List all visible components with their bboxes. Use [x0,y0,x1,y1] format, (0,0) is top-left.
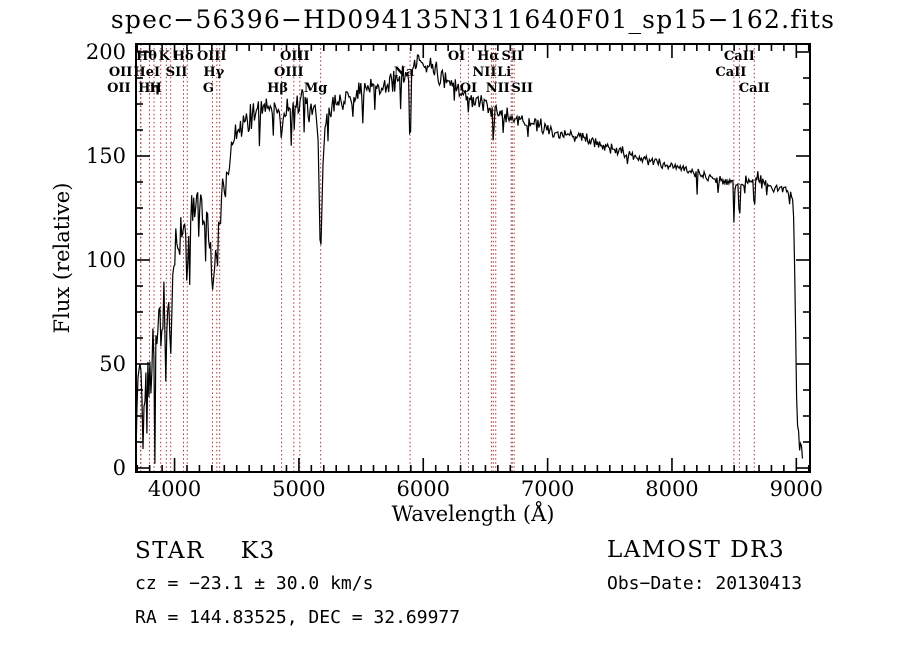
spectral-line-label: G [202,81,215,96]
y-tick-label: 0 [112,456,126,480]
spectral-line-label: OIII [279,49,310,64]
obs-date-line: Obs−Date: 20130413 [607,573,803,594]
spectral-line-label: Hα [477,49,500,64]
spectral-line-label: HeI [133,65,161,80]
y-tick-label: 150 [85,144,126,168]
spectral-line-label: SII [165,65,188,80]
spectral-line-label: Mg [303,81,328,96]
spectral-line-label: Hβ [267,81,289,96]
spectral-line-label: OI [447,49,466,64]
spectral-line-label: Na [393,65,415,80]
y-axis-label: Flux (relative) [50,182,74,334]
spectral-line-label: Li [497,65,512,80]
plot-box [135,43,811,473]
x-tick-label: 6000 [396,477,450,501]
object-subclass: K3 [240,538,276,564]
spectral-line-label: CaII [723,49,755,64]
spectral-line-label: Hγ [203,65,225,80]
spectral-line-label: NII [472,65,497,80]
spectral-line-label: OI [459,81,478,96]
spectral-line-label: H [149,81,162,96]
spectrum-trace [135,54,804,464]
x-tick-label: 5000 [272,477,326,501]
x-tick-label: 4000 [147,477,202,501]
plot-title: spec−56396−HD094135N311640F01_sp15−162.f… [110,5,836,34]
x-tick-label: 8000 [645,477,699,501]
spectral-line-label: OIII [274,65,304,80]
spectral-line-label: K [158,49,170,64]
spectral-line-label: SII [511,81,533,96]
spectral-line-label: Hθ [135,49,157,64]
spectral-line-label: Hδ [172,49,194,64]
spectral-line-label: OII [108,65,133,80]
object-class-line: STAR K3 [135,538,276,564]
x-axis-label: Wavelength (Å) [391,502,555,526]
spectral-line-label: CaII [738,81,770,96]
spectral-line-label: OIII [196,49,227,64]
object-class: STAR [135,538,205,564]
spectral-line-label: OII [107,81,131,96]
y-tick-label: 50 [99,352,126,376]
x-tick-label: 9000 [769,477,824,501]
cz-line: cz = −23.1 ± 30.0 km/s [135,573,374,594]
spectral-line-label: NII [485,81,510,96]
spectral-line-label: Hη [138,81,160,96]
survey-label: LAMOST DR3 [607,537,786,563]
x-tick-label: 7000 [520,477,575,501]
spectral-line-label: CaII [715,65,747,80]
y-tick-label: 200 [85,40,126,64]
y-tick-label: 100 [85,248,126,272]
ra-dec-line: RA = 144.83525, DEC = 32.69977 [135,607,461,628]
spectral-line-label: SII [501,49,524,64]
